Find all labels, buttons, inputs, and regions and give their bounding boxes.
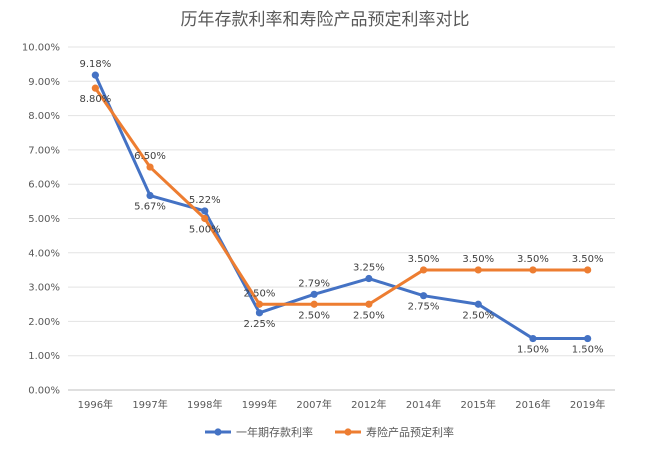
y-axis-ticks: 0.00% 1.00% 2.00% 3.00% 4.00% 5.00% 6.00% 7.00%… bbox=[22, 43, 60, 397]
x-tick-label: 1998年 bbox=[187, 398, 222, 411]
legend-label: 一年期存款利率 bbox=[236, 425, 313, 439]
y-tick-label: 6.00% bbox=[28, 180, 60, 191]
data-point bbox=[310, 300, 318, 308]
data-label: 2.50% bbox=[462, 310, 494, 321]
y-tick-label: 3.00% bbox=[28, 283, 60, 294]
data-label: 5.22% bbox=[189, 195, 221, 206]
data-label: 3.25% bbox=[353, 263, 385, 274]
legend-label: 寿险产品预定利率 bbox=[366, 425, 454, 439]
data-label: 2.50% bbox=[298, 310, 330, 321]
data-point bbox=[255, 309, 264, 317]
legend-item: 寿险产品预定利率 bbox=[335, 425, 454, 439]
data-label: 2.75% bbox=[408, 302, 440, 313]
series-line-1 bbox=[93, 74, 588, 341]
y-tick-label: 8.00% bbox=[28, 111, 60, 122]
data-point bbox=[91, 71, 99, 79]
y-tick-label: 1.00% bbox=[28, 351, 60, 362]
x-tick-label: 2019年 bbox=[570, 398, 605, 411]
data-label: 1.50% bbox=[517, 345, 549, 356]
data-label: 2.50% bbox=[353, 310, 385, 321]
data-point bbox=[474, 300, 482, 308]
data-point bbox=[255, 300, 264, 308]
grid-layer bbox=[68, 46, 615, 391]
series-layer bbox=[91, 71, 592, 343]
data-point bbox=[365, 274, 373, 283]
data-point bbox=[419, 266, 428, 274]
data-point bbox=[419, 292, 428, 300]
legend-marker bbox=[344, 428, 352, 436]
x-tick-label: 1999年 bbox=[242, 398, 277, 411]
x-tick-label: 2016年 bbox=[515, 398, 550, 411]
y-tick-label: 7.00% bbox=[28, 145, 60, 156]
data-point bbox=[310, 290, 318, 298]
y-tick-label: 2.00% bbox=[28, 317, 60, 328]
x-tick-label: 2012年 bbox=[351, 398, 386, 411]
data-label: 1.50% bbox=[572, 345, 604, 356]
y-tick-label: 10.00% bbox=[22, 43, 60, 54]
x-tick-label: 2015年 bbox=[461, 398, 496, 411]
x-tick-label: 2014年 bbox=[406, 398, 441, 411]
data-labels: 9.18% 5.67% 5.22% 2.25% 2.79% 3.25% 2.75% 2.50%… bbox=[79, 59, 603, 355]
data-point bbox=[201, 207, 209, 215]
data-label: 2.50% bbox=[244, 288, 276, 299]
legend: 一年期存款利率 寿险产品预定利率 bbox=[205, 425, 454, 439]
data-point bbox=[91, 84, 99, 92]
data-label: 3.50% bbox=[572, 254, 604, 265]
x-tick-label: 2007年 bbox=[296, 398, 331, 411]
data-point bbox=[584, 266, 592, 274]
data-point bbox=[365, 300, 373, 308]
legend-marker bbox=[214, 428, 222, 436]
data-label: 5.67% bbox=[134, 202, 166, 213]
data-point bbox=[201, 214, 209, 223]
data-point bbox=[529, 266, 537, 274]
data-label: 3.50% bbox=[462, 254, 494, 265]
data-point bbox=[529, 334, 537, 343]
x-axis-ticks: 1996年 1997年 1998年 1999年 2007年 2012年 2014年 2015年… bbox=[78, 398, 606, 411]
data-label: 3.50% bbox=[408, 254, 440, 265]
data-label: 3.50% bbox=[517, 254, 549, 265]
series-line-2 bbox=[94, 87, 588, 306]
data-label: 8.80% bbox=[79, 94, 111, 105]
data-label: 6.50% bbox=[134, 151, 166, 162]
data-label: 2.25% bbox=[244, 319, 276, 330]
y-tick-label: 9.00% bbox=[28, 77, 60, 88]
x-tick-label: 1996年 bbox=[78, 398, 113, 411]
data-point bbox=[146, 191, 154, 200]
data-label: 5.00% bbox=[189, 225, 221, 236]
x-tick-label: 1997年 bbox=[132, 398, 167, 411]
y-tick-label: 5.00% bbox=[28, 214, 60, 225]
y-tick-label: 4.00% bbox=[28, 248, 60, 259]
data-point bbox=[146, 163, 154, 171]
data-label: 9.18% bbox=[79, 59, 111, 70]
legend-item: 一年期存款利率 bbox=[205, 425, 313, 439]
data-label: 2.79% bbox=[298, 278, 330, 289]
data-point bbox=[584, 334, 592, 343]
data-point bbox=[474, 266, 482, 274]
y-tick-label: 0.00% bbox=[28, 386, 60, 397]
chart-title: 历年存款利率和寿险产品预定利率对比 bbox=[181, 10, 470, 30]
